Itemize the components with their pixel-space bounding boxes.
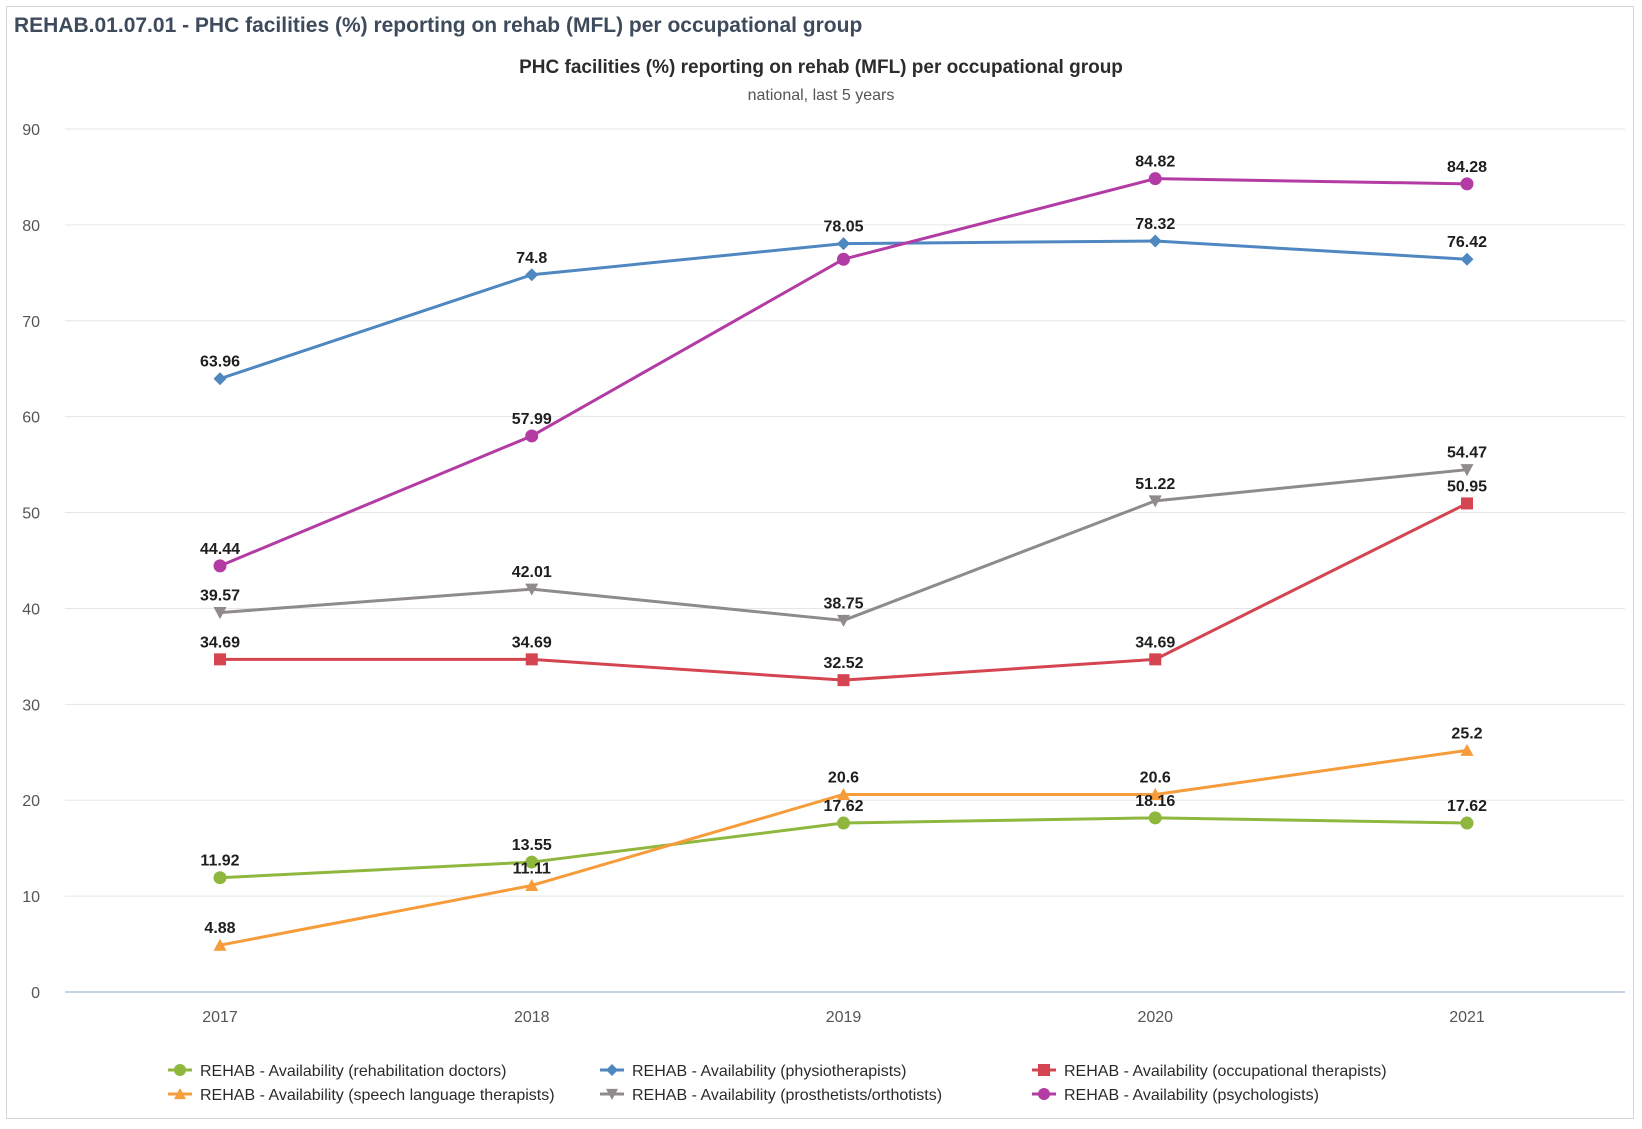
data-point [1461, 497, 1473, 510]
data-point [1038, 1064, 1050, 1076]
data-label: 34.69 [200, 634, 240, 651]
data-point [1149, 653, 1162, 666]
y-tick-label: 50 [22, 506, 40, 523]
legend-label: REHAB - Availability (physiotherapists) [632, 1063, 906, 1080]
data-point [213, 372, 227, 386]
data-label: 20.6 [1140, 769, 1171, 786]
data-labels: 11.92 13.55 17.62 18.16 17.62 63.96 74.8 78.05 7… [200, 154, 1487, 938]
data-label: 78.32 [1135, 216, 1175, 233]
data-label: 34.69 [512, 634, 552, 651]
data-label: 42.01 [512, 564, 552, 581]
x-tick-label: 2019 [826, 1009, 862, 1026]
data-point [213, 559, 227, 573]
data-label: 34.69 [1135, 634, 1175, 651]
y-tick-label: 30 [22, 697, 40, 714]
data-point [837, 674, 850, 687]
axes: 0 10 20 30 40 50 60 70 80 90 2017 2018 2019 2020 2021 [22, 122, 1625, 1026]
legend-label: REHAB - Availability (occupational thera… [1064, 1063, 1387, 1080]
data-point [213, 871, 227, 885]
series-markers [213, 172, 1474, 951]
legend: REHAB - Availability (rehabilitation doc… [168, 1063, 1387, 1104]
legend-label: REHAB - Availability (psychologists) [1064, 1087, 1319, 1104]
data-point [1460, 464, 1474, 477]
data-label: 4.88 [204, 920, 235, 937]
x-tick-label: 2017 [202, 1009, 238, 1026]
data-label: 17.62 [1447, 798, 1487, 815]
data-point [1460, 252, 1474, 266]
y-tick-label: 90 [22, 122, 40, 139]
data-point [174, 1088, 186, 1100]
data-point [837, 237, 850, 251]
data-point [1148, 787, 1162, 800]
data-point [837, 816, 850, 830]
data-point [525, 855, 539, 869]
series-lines [219, 177, 1468, 947]
data-label: 18.16 [1135, 793, 1175, 810]
data-label: 54.47 [1447, 445, 1487, 462]
data-label: 13.55 [512, 837, 552, 854]
data-point [174, 1064, 186, 1076]
data-point [525, 268, 539, 282]
data-point [606, 1088, 618, 1100]
chart-subtitle: national, last 5 years [748, 87, 895, 104]
y-tick-label: 80 [22, 218, 40, 235]
data-point [1460, 816, 1474, 830]
data-label: 32.52 [823, 655, 863, 672]
data-point [837, 614, 850, 627]
y-tick-label: 60 [22, 410, 40, 427]
data-point [1038, 1088, 1050, 1100]
chart-title: PHC facilities (%) reporting on rehab (M… [519, 57, 1123, 78]
y-tick-label: 0 [31, 985, 40, 1002]
series-line [220, 502, 1468, 682]
data-label: 38.75 [823, 595, 863, 612]
data-point [525, 583, 539, 596]
data-label: 84.82 [1135, 154, 1175, 171]
data-point [525, 653, 538, 666]
data-label: 51.22 [1135, 476, 1175, 493]
data-point [525, 429, 539, 443]
legend-label: REHAB - Availability (rehabilitation doc… [200, 1063, 507, 1080]
series-line [219, 177, 1468, 568]
legend-label: REHAB - Availability (prosthetists/ortho… [632, 1087, 942, 1104]
data-point [1148, 234, 1162, 248]
data-point [1460, 743, 1474, 756]
data-label: 11.11 [513, 860, 551, 877]
page-title: REHAB.01.07.01 - PHC facilities (%) repo… [14, 14, 863, 37]
data-point [606, 1064, 618, 1076]
data-label: 50.95 [1447, 478, 1487, 495]
data-label: 76.42 [1447, 234, 1487, 251]
x-tick-label: 2018 [514, 1009, 550, 1026]
data-label: 44.44 [200, 541, 240, 558]
data-point [1460, 177, 1474, 191]
data-point [213, 938, 227, 951]
data-point [525, 878, 539, 891]
data-label: 17.62 [823, 798, 863, 815]
data-label: 20.6 [828, 769, 859, 786]
x-tick-label: 2020 [1137, 1009, 1173, 1026]
y-tick-label: 20 [22, 793, 40, 810]
data-label: 84.28 [1447, 159, 1487, 176]
data-point [213, 607, 227, 620]
gridlines [65, 128, 1625, 897]
legend-label: REHAB - Availability (speech language th… [200, 1087, 555, 1104]
data-point [837, 787, 850, 800]
data-point [1148, 172, 1162, 186]
data-label: 25.2 [1451, 725, 1482, 742]
data-label: 11.92 [200, 853, 239, 870]
data-point [214, 653, 226, 666]
data-point [837, 252, 850, 266]
data-label: 57.99 [512, 411, 552, 428]
y-tick-label: 40 [22, 601, 40, 618]
data-label: 63.96 [200, 354, 240, 371]
data-point [1148, 811, 1162, 825]
y-tick-label: 10 [22, 889, 40, 906]
y-tick-label: 70 [22, 314, 40, 331]
data-label: 78.05 [823, 219, 863, 236]
data-label: 39.57 [200, 588, 240, 605]
x-tick-label: 2021 [1449, 1009, 1485, 1026]
data-point [1148, 495, 1162, 508]
data-label: 74.8 [516, 250, 547, 267]
